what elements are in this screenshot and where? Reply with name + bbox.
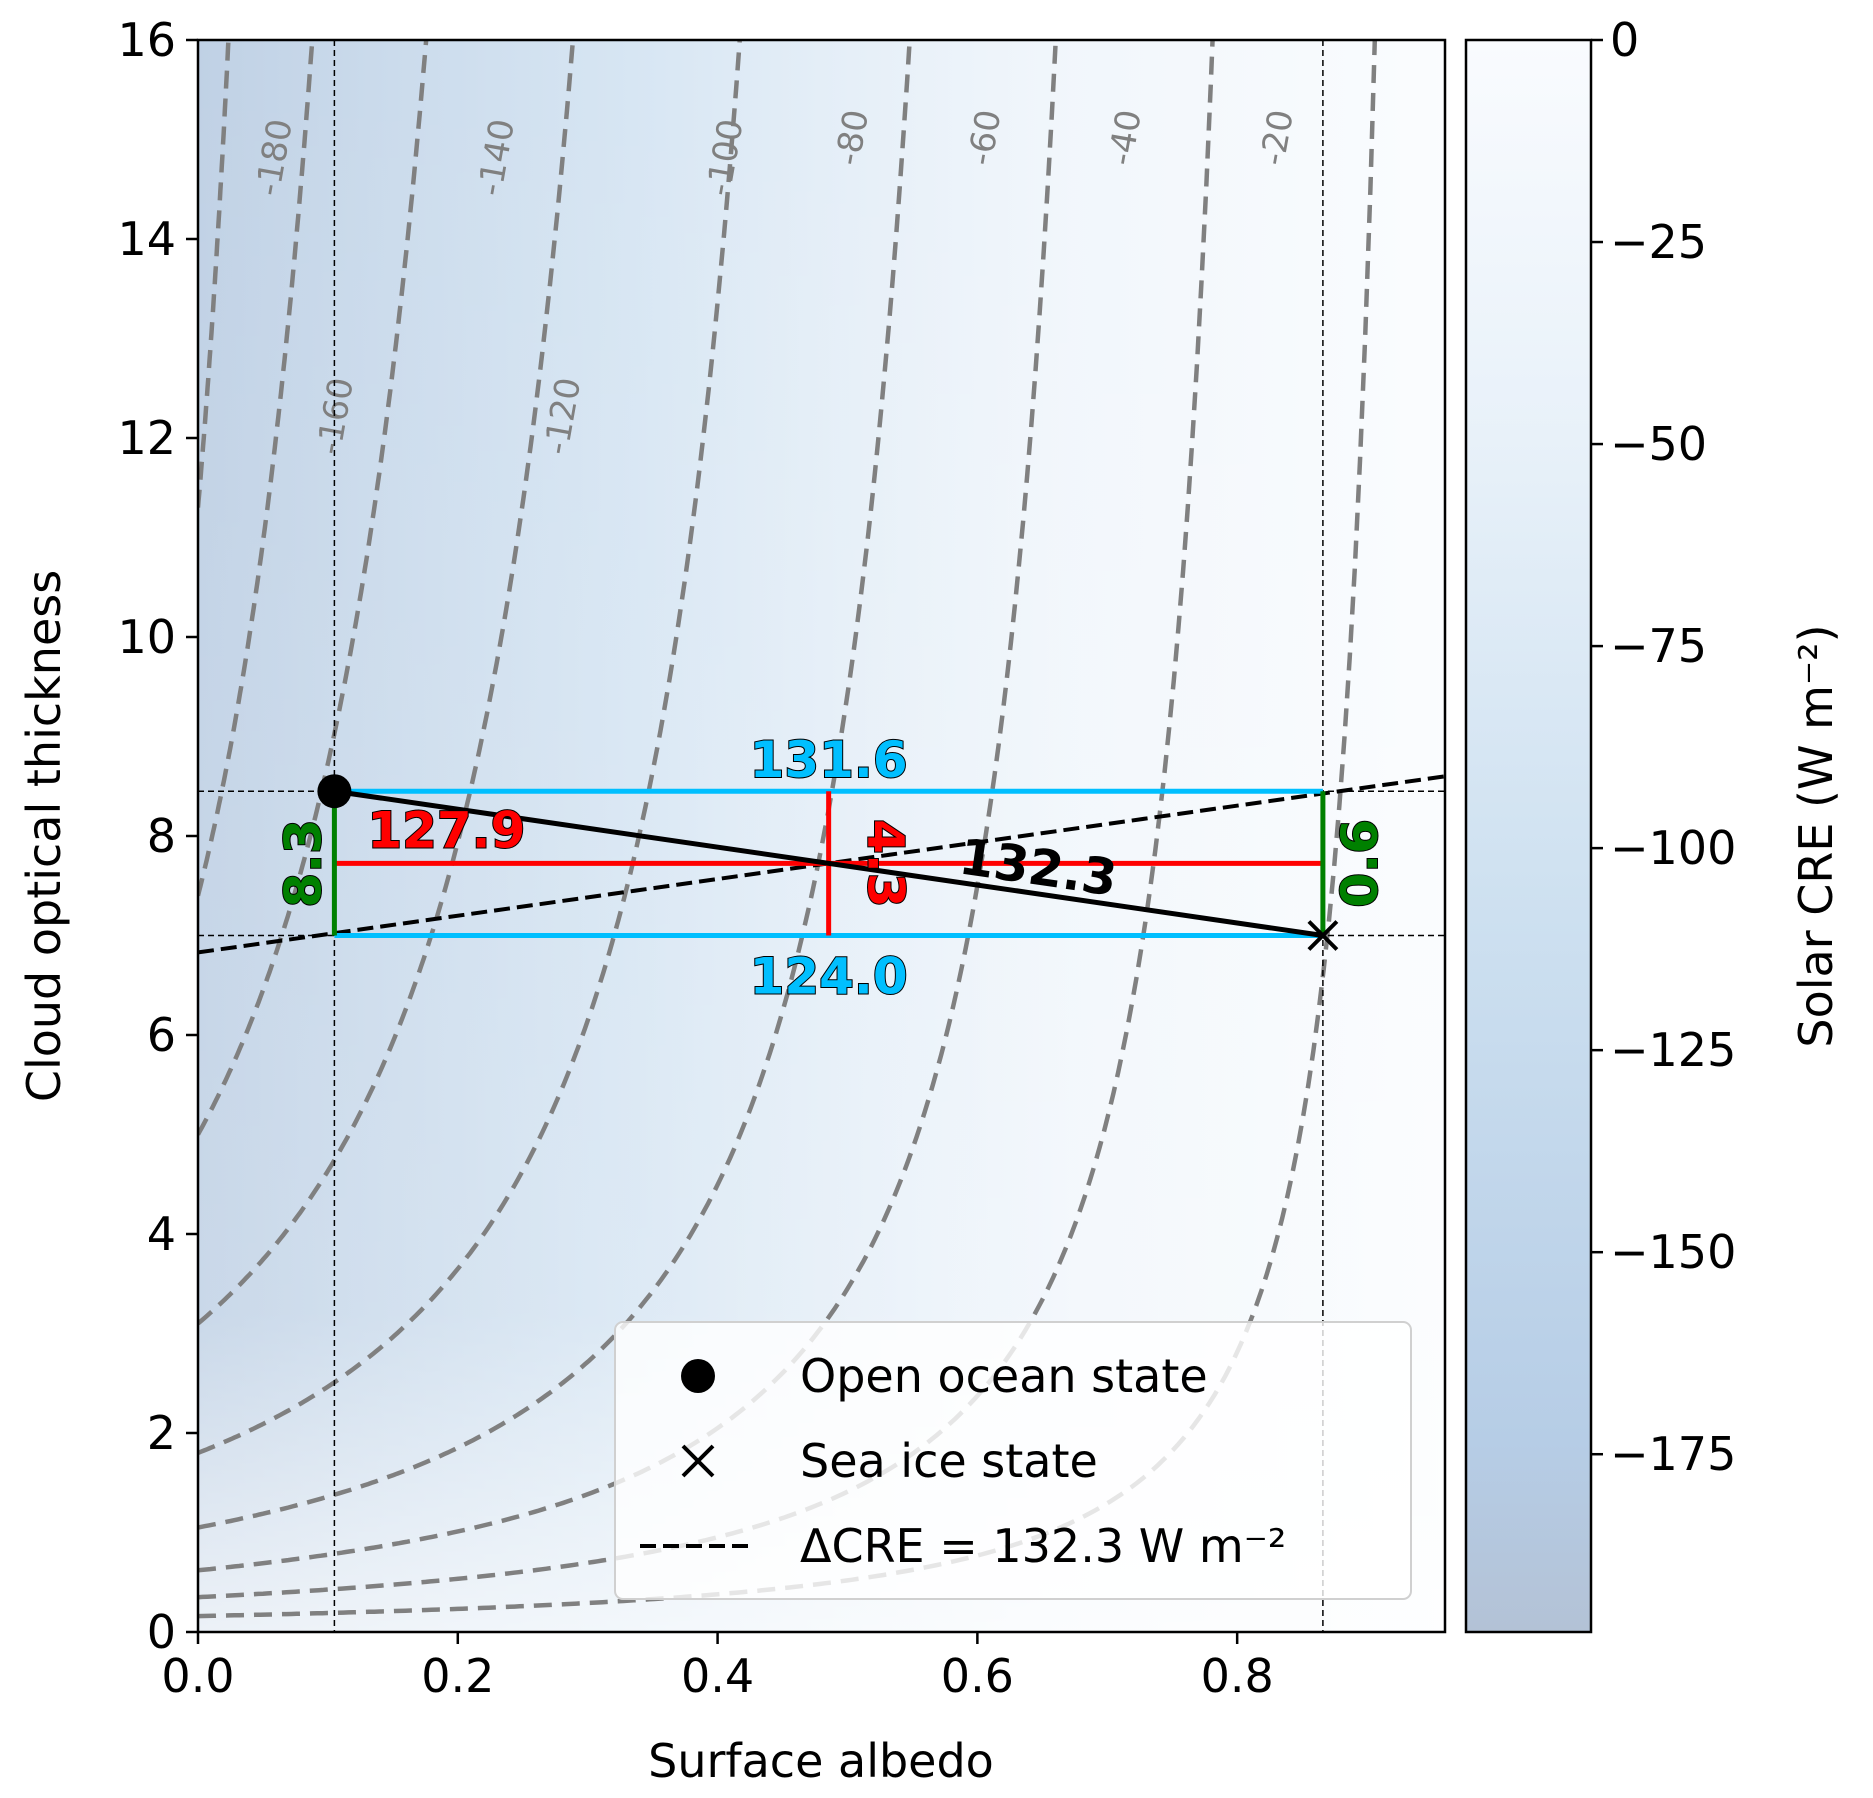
colorbar: 0 −25 −50 −75 −100 −125 −150 −175 Solar CRE (W … (1464, 13, 1843, 1634)
y-tick-label: 2 (147, 1406, 176, 1460)
colorbar-ticks: 0 −25 −50 −75 −100 −125 −150 −175 (1591, 13, 1736, 1481)
colorbar-label: Solar CRE (W m⁻²) (1789, 624, 1843, 1047)
label-vertical-mid: 4.3 (857, 819, 915, 908)
legend-box (614, 1321, 1412, 1600)
y-tick-label: 12 (117, 411, 176, 465)
colorbar-tick-label: −50 (1610, 417, 1707, 471)
legend-label-delta-cre: ΔCRE = 132.3 W m⁻² (800, 1519, 1286, 1573)
colorbar-tick-label: −25 (1610, 215, 1707, 269)
colorbar-tick-label: −150 (1610, 1225, 1736, 1279)
x-axis: 0.0 0.2 0.4 0.6 0.8 (161, 1632, 1274, 1703)
contour-label: -80 (828, 107, 877, 169)
contour-label: -20 (1253, 107, 1302, 169)
legend-marker-circle (681, 1359, 715, 1393)
label-right-value: 0.6 (1331, 819, 1389, 908)
contour-line (198, 40, 315, 897)
y-tick-label: 8 (147, 809, 176, 863)
y-tick-label: 6 (147, 1008, 176, 1062)
y-tick-label: 16 (117, 13, 176, 67)
contour-label: -60 (961, 107, 1010, 169)
legend-marker-x (681, 1444, 715, 1478)
legend-label-sea-ice: Sea ice state (800, 1434, 1098, 1488)
colorbar-tick-label: −175 (1610, 1427, 1736, 1481)
colorbar-gradient (1464, 38, 1593, 1634)
x-tick-label: 0.8 (1201, 1649, 1274, 1703)
colorbar-tick-label: −75 (1610, 619, 1707, 673)
sea-ice-marker (1307, 920, 1339, 951)
label-bottom-value: 124.0 (750, 948, 908, 1006)
contour-line (198, 40, 1059, 1573)
contour-line (198, 40, 912, 1530)
open-ocean-marker (317, 774, 352, 809)
contour-line (198, 40, 576, 1326)
y-axis-label: Cloud optical thickness (17, 570, 71, 1102)
legend-label-open-ocean: Open ocean state (800, 1349, 1208, 1403)
x-tick-label: 0.4 (681, 1649, 754, 1703)
x-tick-label: 0.2 (421, 1649, 494, 1703)
legend: Open ocean state Sea ice state ΔCRE = 13… (614, 1321, 1412, 1600)
black-diagonal-line (334, 788, 1324, 938)
label-horizontal-mid: 127.9 (367, 801, 525, 859)
contour-label: -40 (1101, 107, 1150, 169)
x-tick-label: 0.6 (941, 1649, 1014, 1703)
label-left-value: 8.3 (274, 819, 332, 908)
y-tick-label: 10 (117, 610, 176, 664)
y-tick-label: 14 (117, 212, 176, 266)
y-axis: 0 2 4 6 8 10 12 14 16 (117, 13, 198, 1659)
colorbar-tick-label: −100 (1610, 821, 1736, 875)
x-axis-label: Surface albedo (648, 1734, 994, 1788)
contour-line (198, 40, 231, 508)
contour-line (198, 40, 743, 1455)
x-tick-label: 0.0 (161, 1649, 234, 1703)
decomposition-marks (317, 774, 1339, 951)
y-tick-label: 0 (147, 1605, 176, 1659)
colorbar-tick-label: −125 (1610, 1023, 1736, 1077)
contour-line (198, 40, 429, 1136)
colorbar-tick-label: 0 (1610, 13, 1639, 67)
label-top-value: 131.6 (750, 731, 908, 789)
y-tick-label: 4 (147, 1207, 176, 1261)
